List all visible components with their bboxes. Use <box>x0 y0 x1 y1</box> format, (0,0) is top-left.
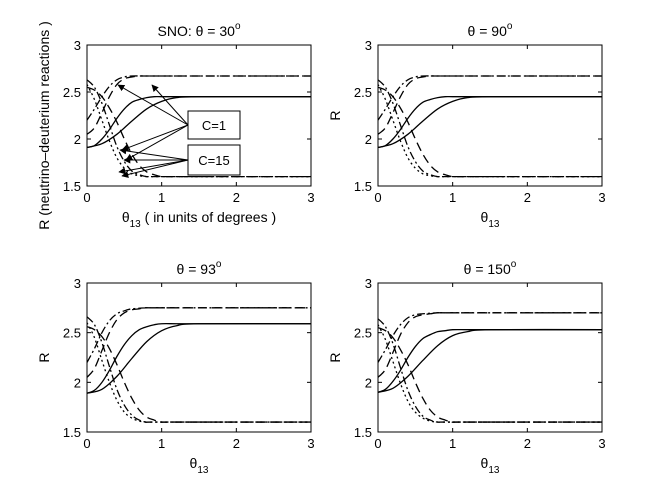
chart-panel-1: 0 1 2 3 1.5 2 2.5 3 SNO: θ = 30o θ13 ( in units o… <box>36 21 315 230</box>
y-tick-label: 1.5 <box>354 179 372 194</box>
chart-title: θ = 150o <box>464 259 517 277</box>
series-line-1 <box>87 95 311 149</box>
x-tick-label: 0 <box>83 436 90 451</box>
series-line-2 <box>378 328 602 393</box>
y-axis-label: R <box>327 352 343 362</box>
chart-panel-3: 0 1 2 3 1.5 2 2.5 3 θ = 93o θ13 R <box>36 259 315 476</box>
chart-title: θ = 93o <box>177 259 222 277</box>
series-line-6 <box>87 316 311 423</box>
y-tick-label: 3 <box>74 38 81 53</box>
series-line-6 <box>378 318 602 423</box>
x-tick-label: 3 <box>307 436 314 451</box>
annotation-arrow <box>125 124 189 161</box>
series-line-7 <box>378 86 602 178</box>
y-tick-label: 2 <box>74 375 81 390</box>
axes-frame <box>86 282 312 433</box>
series-line-4 <box>378 75 602 121</box>
chart-title: SNO: θ = 30o <box>158 21 241 39</box>
y-tick-label: 2 <box>74 132 81 147</box>
x-tick-label: 2 <box>524 436 531 451</box>
y-axis-label: R <box>327 110 343 120</box>
chart-panel-2: 0 1 2 3 1.5 2 2.5 3 θ = 90o θ13 R <box>327 21 606 230</box>
axes-frame <box>377 282 603 433</box>
series-line-3 <box>87 75 311 135</box>
series-line-2 <box>87 95 311 149</box>
y-tick-label: 2.5 <box>354 85 372 100</box>
y-tick-label: 1.5 <box>63 425 81 440</box>
annotation-arrow <box>121 124 189 152</box>
series-line-4 <box>87 307 311 363</box>
y-tick-label: 2 <box>365 375 372 390</box>
y-tick-label: 3 <box>365 38 372 53</box>
series-line-4 <box>378 312 602 363</box>
series-group <box>378 75 602 178</box>
chart-panel-4: 0 1 2 3 1.5 2 2.5 3 θ = 150o θ13 R <box>327 259 606 476</box>
annotation-arrow <box>119 147 189 161</box>
series-line-2 <box>378 95 602 149</box>
x-tick-label: 1 <box>449 190 456 205</box>
annotation-label: C=1 <box>202 118 226 133</box>
x-tick-label: 1 <box>449 436 456 451</box>
chart-title: θ = 90o <box>468 21 513 39</box>
series-group <box>378 312 602 423</box>
series-line-1 <box>378 328 602 393</box>
y-tick-label: 3 <box>365 276 372 291</box>
x-tick-label: 2 <box>524 190 531 205</box>
series-line-2 <box>87 322 311 394</box>
x-tick-label: 0 <box>374 436 381 451</box>
y-tick-label: 2.5 <box>354 326 372 341</box>
series-line-4 <box>87 75 311 121</box>
series-line-1 <box>378 95 602 149</box>
x-tick-label: 3 <box>598 190 605 205</box>
y-axis-label: R (neutrino–deuterium reactions ) <box>36 21 52 230</box>
x-tick-label: 0 <box>374 190 381 205</box>
annotation-arrow <box>117 84 189 126</box>
annotation-1: C=1 <box>117 84 241 161</box>
y-axis-label: R <box>36 352 52 362</box>
x-tick-label: 1 <box>158 436 165 451</box>
series-line-7 <box>378 327 602 423</box>
x-axis-label: θ13 <box>481 209 500 230</box>
y-tick-label: 2 <box>365 132 372 147</box>
series-group <box>87 307 311 423</box>
y-tick-label: 3 <box>74 276 81 291</box>
series-line-5 <box>378 324 602 423</box>
y-tick-label: 1.5 <box>354 425 372 440</box>
x-axis-label: θ13 ( in units of degrees ) <box>122 209 276 230</box>
series-line-7 <box>87 326 311 423</box>
annotation-arrow <box>118 159 189 175</box>
x-axis-label: θ13 <box>481 455 500 476</box>
annotation-box <box>187 110 241 140</box>
annotation-box <box>187 144 241 176</box>
series-line-1 <box>87 323 311 394</box>
y-tick-label: 2.5 <box>63 85 81 100</box>
x-tick-label: 3 <box>598 436 605 451</box>
x-tick-label: 3 <box>307 190 314 205</box>
annotation-arrow <box>151 84 189 126</box>
x-tick-label: 1 <box>158 190 165 205</box>
y-tick-label: 2.5 <box>63 326 81 341</box>
x-tick-label: 2 <box>233 190 240 205</box>
axes-frame <box>377 44 603 187</box>
annotation-arrow <box>121 159 189 178</box>
y-tick-label: 1.5 <box>63 179 81 194</box>
annotation-2: C=15 <box>118 144 241 178</box>
x-axis-label: θ13 <box>190 455 209 476</box>
series-line-3 <box>378 75 602 135</box>
x-tick-label: 2 <box>233 436 240 451</box>
annotation-label: C=15 <box>198 153 229 168</box>
x-tick-label: 0 <box>83 190 90 205</box>
